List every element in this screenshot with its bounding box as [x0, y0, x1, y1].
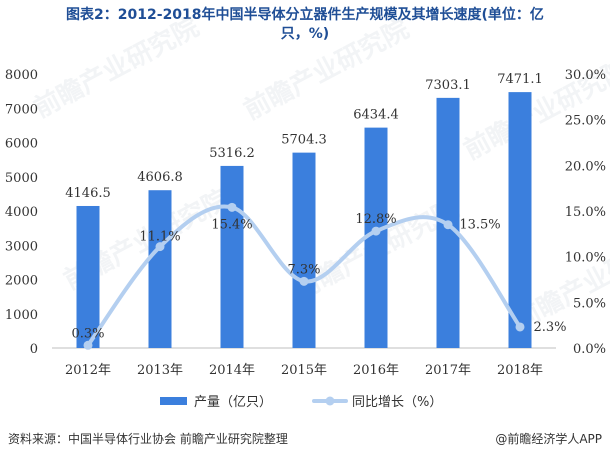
chart-title-line-1: 图表2：2012-2018年中国半导体分立器件生产规模及其增长速度(单位：亿 [66, 7, 544, 23]
x-tick-label: 2018年 [497, 363, 543, 378]
growth-value-label: 7.3% [287, 262, 320, 277]
x-tick-label: 2016年 [353, 363, 399, 378]
x-tick-label: 2017年 [425, 363, 471, 378]
growth-point-3 [227, 202, 237, 212]
watermark-1: 前瞻产业研究院 [29, 11, 204, 124]
bar-1 [76, 205, 100, 348]
bar-value-label: 5316.2 [209, 146, 255, 161]
bar-value-label: 7303.1 [425, 78, 471, 93]
growth-point-2 [155, 242, 165, 252]
footer: 资料来源：中国半导体行业协会 前瞻产业研究院整理 @前瞻经济学人APP [0, 424, 610, 455]
bar-5 [364, 127, 388, 349]
legend-bar-swatch [160, 397, 187, 405]
growth-point-6 [443, 220, 453, 230]
legend-bar-label: 产量（亿只） [194, 395, 272, 410]
source-note: 资料来源：中国半导体行业协会 前瞻产业研究院整理 [8, 432, 288, 446]
x-tick-label: 2014年 [209, 363, 255, 378]
bar-2 [148, 190, 172, 348]
bar-4 [292, 152, 316, 348]
y-right-tick-label: 30.0% [565, 68, 606, 83]
y-left-tick-label: 7000 [5, 102, 38, 117]
y-left-tick-label: 5000 [5, 171, 38, 186]
growth-value-label: 12.8% [355, 212, 396, 227]
bar-value-label: 4146.5 [65, 186, 111, 201]
growth-point-5 [371, 226, 381, 236]
y-left-tick-label: 0 [30, 342, 38, 357]
chart-title-line-2: 只，%) [280, 26, 330, 42]
bar-7 [508, 92, 532, 348]
bar-value-label: 6434.4 [353, 108, 399, 123]
x-tick-label: 2013年 [137, 363, 183, 378]
y-right-tick-label: 0.0% [573, 342, 606, 357]
y-right-tick-label: 25.0% [565, 114, 606, 129]
bar-value-label: 5704.3 [281, 133, 327, 148]
x-tick-label: 2015年 [281, 363, 327, 378]
brand-credit: @前瞻经济学人APP [495, 432, 602, 446]
y-right-tick-label: 10.0% [565, 251, 606, 266]
y-left-tick-label: 6000 [5, 137, 38, 152]
y-left-tick-label: 4000 [5, 205, 38, 220]
growth-value-label: 13.5% [459, 218, 500, 233]
legend-line-marker [325, 396, 335, 406]
growth-point-1 [83, 340, 93, 350]
bar-value-label: 7471.1 [497, 72, 543, 87]
legend-line-label: 同比增长（%） [352, 395, 442, 410]
y-right-tick-label: 15.0% [565, 205, 606, 220]
y-right-tick-label: 5.0% [573, 296, 606, 311]
growth-value-label: 2.3% [533, 320, 566, 335]
growth-point-4 [299, 276, 309, 286]
chart-title: 图表2：2012-2018年中国半导体分立器件生产规模及其增长速度(单位：亿 只… [0, 6, 610, 44]
y-left-tick-label: 3000 [5, 239, 38, 254]
y-left-tick-label: 2000 [5, 274, 38, 289]
bar-3 [220, 165, 244, 348]
growth-point-7 [515, 322, 525, 332]
x-tick-label: 2012年 [65, 363, 111, 378]
y-left-tick-label: 8000 [5, 68, 38, 83]
chart-canvas: 前瞻产业研究院前瞻产业研究院前瞻产业研究院前瞻产业研究院前瞻产业研究院前瞻产业研… [5, 11, 610, 410]
growth-value-label: 15.4% [211, 217, 252, 232]
y-right-tick-label: 20.0% [565, 159, 606, 174]
growth-value-label: 11.1% [139, 230, 180, 245]
y-left-tick-label: 1000 [5, 308, 38, 323]
bar-value-label: 4606.8 [137, 170, 183, 185]
growth-value-label: 0.3% [71, 326, 104, 341]
